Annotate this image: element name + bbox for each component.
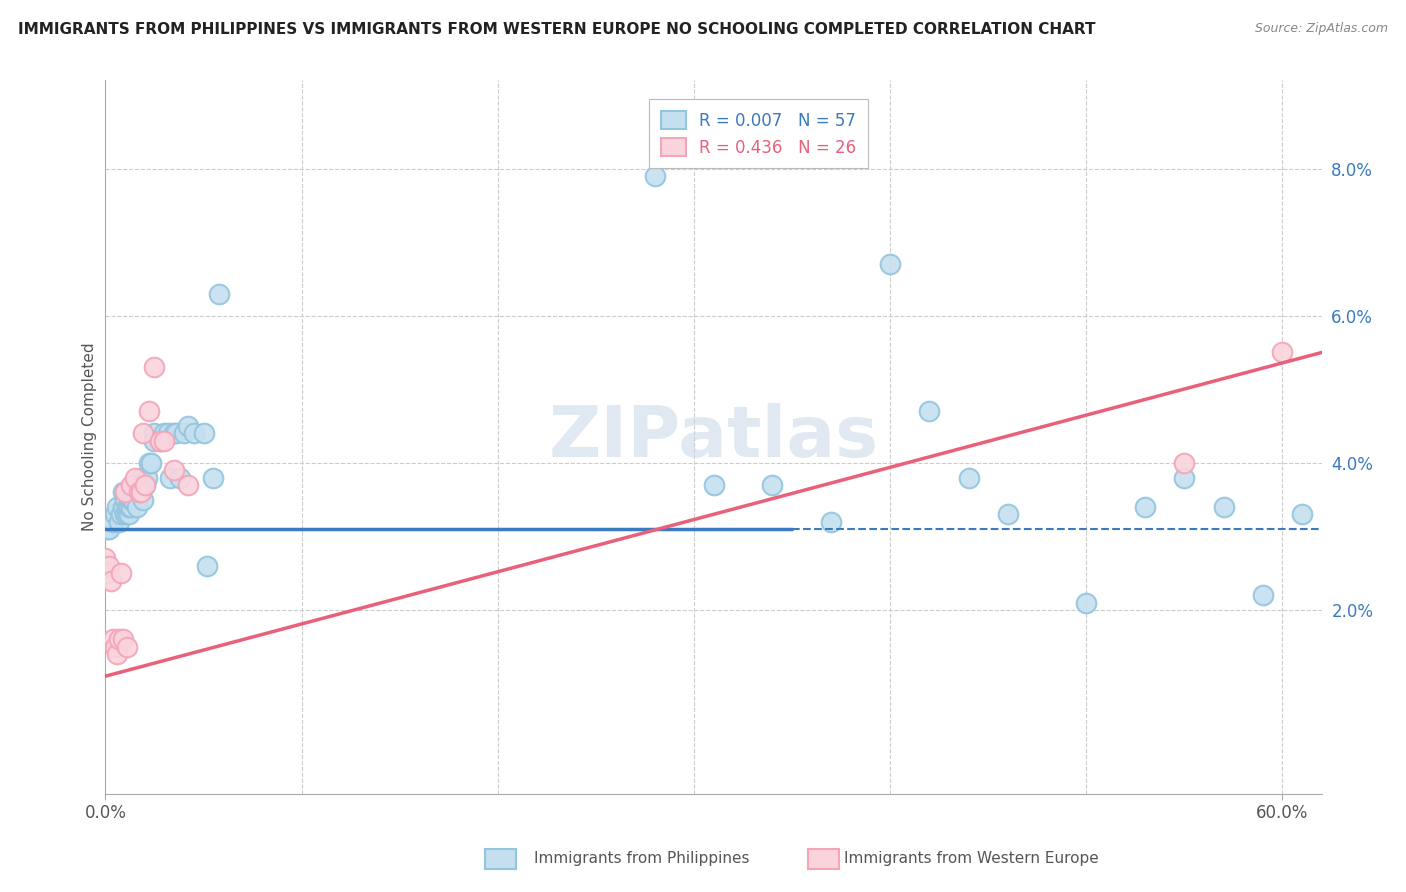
Point (105, 500, 128, 514)
Point (112, 632, 135, 647)
Point (104, 640, 127, 654)
Point (143, 434, 166, 448)
Point (128, 485, 150, 500)
Point (169, 470, 191, 484)
Legend: R = 0.007   N = 57, R = 0.436   N = 26: R = 0.007 N = 57, R = 0.436 N = 26 (650, 99, 868, 169)
Text: IMMIGRANTS FROM PHILIPPINES VS IMMIGRANTS FROM WESTERN EUROPE NO SCHOOLING COMPL: IMMIGRANTS FROM PHILIPPINES VS IMMIGRANT… (18, 22, 1095, 37)
Point (120, 500, 142, 514)
Point (122, 492, 145, 507)
Point (997, 508, 1019, 522)
Point (108, 632, 131, 647)
Point (135, 470, 157, 484)
Point (115, 640, 138, 654)
Point (143, 360, 166, 375)
Point (644, 169, 666, 183)
Point (132, 426, 155, 441)
Point (120, 478, 142, 492)
Point (124, 470, 146, 484)
Point (125, 500, 148, 514)
Point (149, 434, 172, 448)
Point (118, 508, 141, 522)
Point (118, 500, 141, 514)
Point (110, 566, 132, 581)
Point (114, 492, 136, 507)
Point (128, 485, 150, 500)
Point (1173, 470, 1195, 484)
Point (100, 574, 122, 588)
Point (193, 426, 215, 441)
Point (138, 404, 160, 418)
Point (129, 485, 152, 500)
Point (124, 485, 146, 500)
Point (104, 508, 127, 522)
Point (157, 426, 180, 441)
Point (208, 286, 231, 301)
Point (153, 434, 176, 448)
Point (202, 470, 225, 484)
Point (115, 508, 138, 522)
Point (159, 470, 181, 484)
Point (143, 426, 166, 441)
Point (177, 478, 200, 492)
Point (114, 508, 136, 522)
Point (115, 500, 138, 514)
Point (183, 426, 205, 441)
Point (163, 426, 186, 441)
Point (112, 485, 135, 500)
Point (96, 566, 118, 581)
Point (134, 478, 156, 492)
Point (132, 492, 155, 507)
Point (177, 419, 200, 434)
Point (110, 508, 132, 522)
Point (103, 515, 125, 529)
Point (114, 485, 136, 500)
Point (918, 404, 941, 418)
Point (761, 478, 783, 492)
Point (702, 478, 725, 492)
Point (134, 478, 156, 492)
Point (139, 456, 162, 470)
Point (879, 257, 901, 271)
Y-axis label: No Schooling Completed: No Schooling Completed (82, 343, 97, 532)
Text: ZIPatlas: ZIPatlas (548, 402, 879, 472)
Text: Source: ZipAtlas.com: Source: ZipAtlas.com (1254, 22, 1388, 36)
Point (173, 426, 195, 441)
Point (957, 470, 980, 484)
Point (96, 522, 118, 536)
Point (138, 456, 160, 470)
Point (149, 434, 172, 448)
Point (1251, 588, 1274, 602)
Point (153, 426, 176, 441)
Point (1076, 596, 1098, 610)
Text: Immigrants from Philippines: Immigrants from Philippines (534, 851, 749, 865)
Point (103, 632, 125, 647)
Point (1173, 456, 1195, 470)
Point (112, 500, 135, 514)
Point (98, 522, 121, 536)
Point (163, 463, 186, 477)
Point (1133, 500, 1156, 514)
Point (1271, 345, 1294, 359)
Point (1291, 508, 1313, 522)
Point (120, 492, 142, 507)
Point (1212, 500, 1234, 514)
Text: Immigrants from Western Europe: Immigrants from Western Europe (844, 851, 1098, 865)
Point (165, 426, 187, 441)
Point (108, 515, 131, 529)
Point (105, 647, 128, 661)
Point (820, 515, 842, 529)
Point (98, 558, 121, 573)
Point (94, 551, 117, 566)
Point (129, 470, 152, 484)
Point (197, 558, 219, 573)
